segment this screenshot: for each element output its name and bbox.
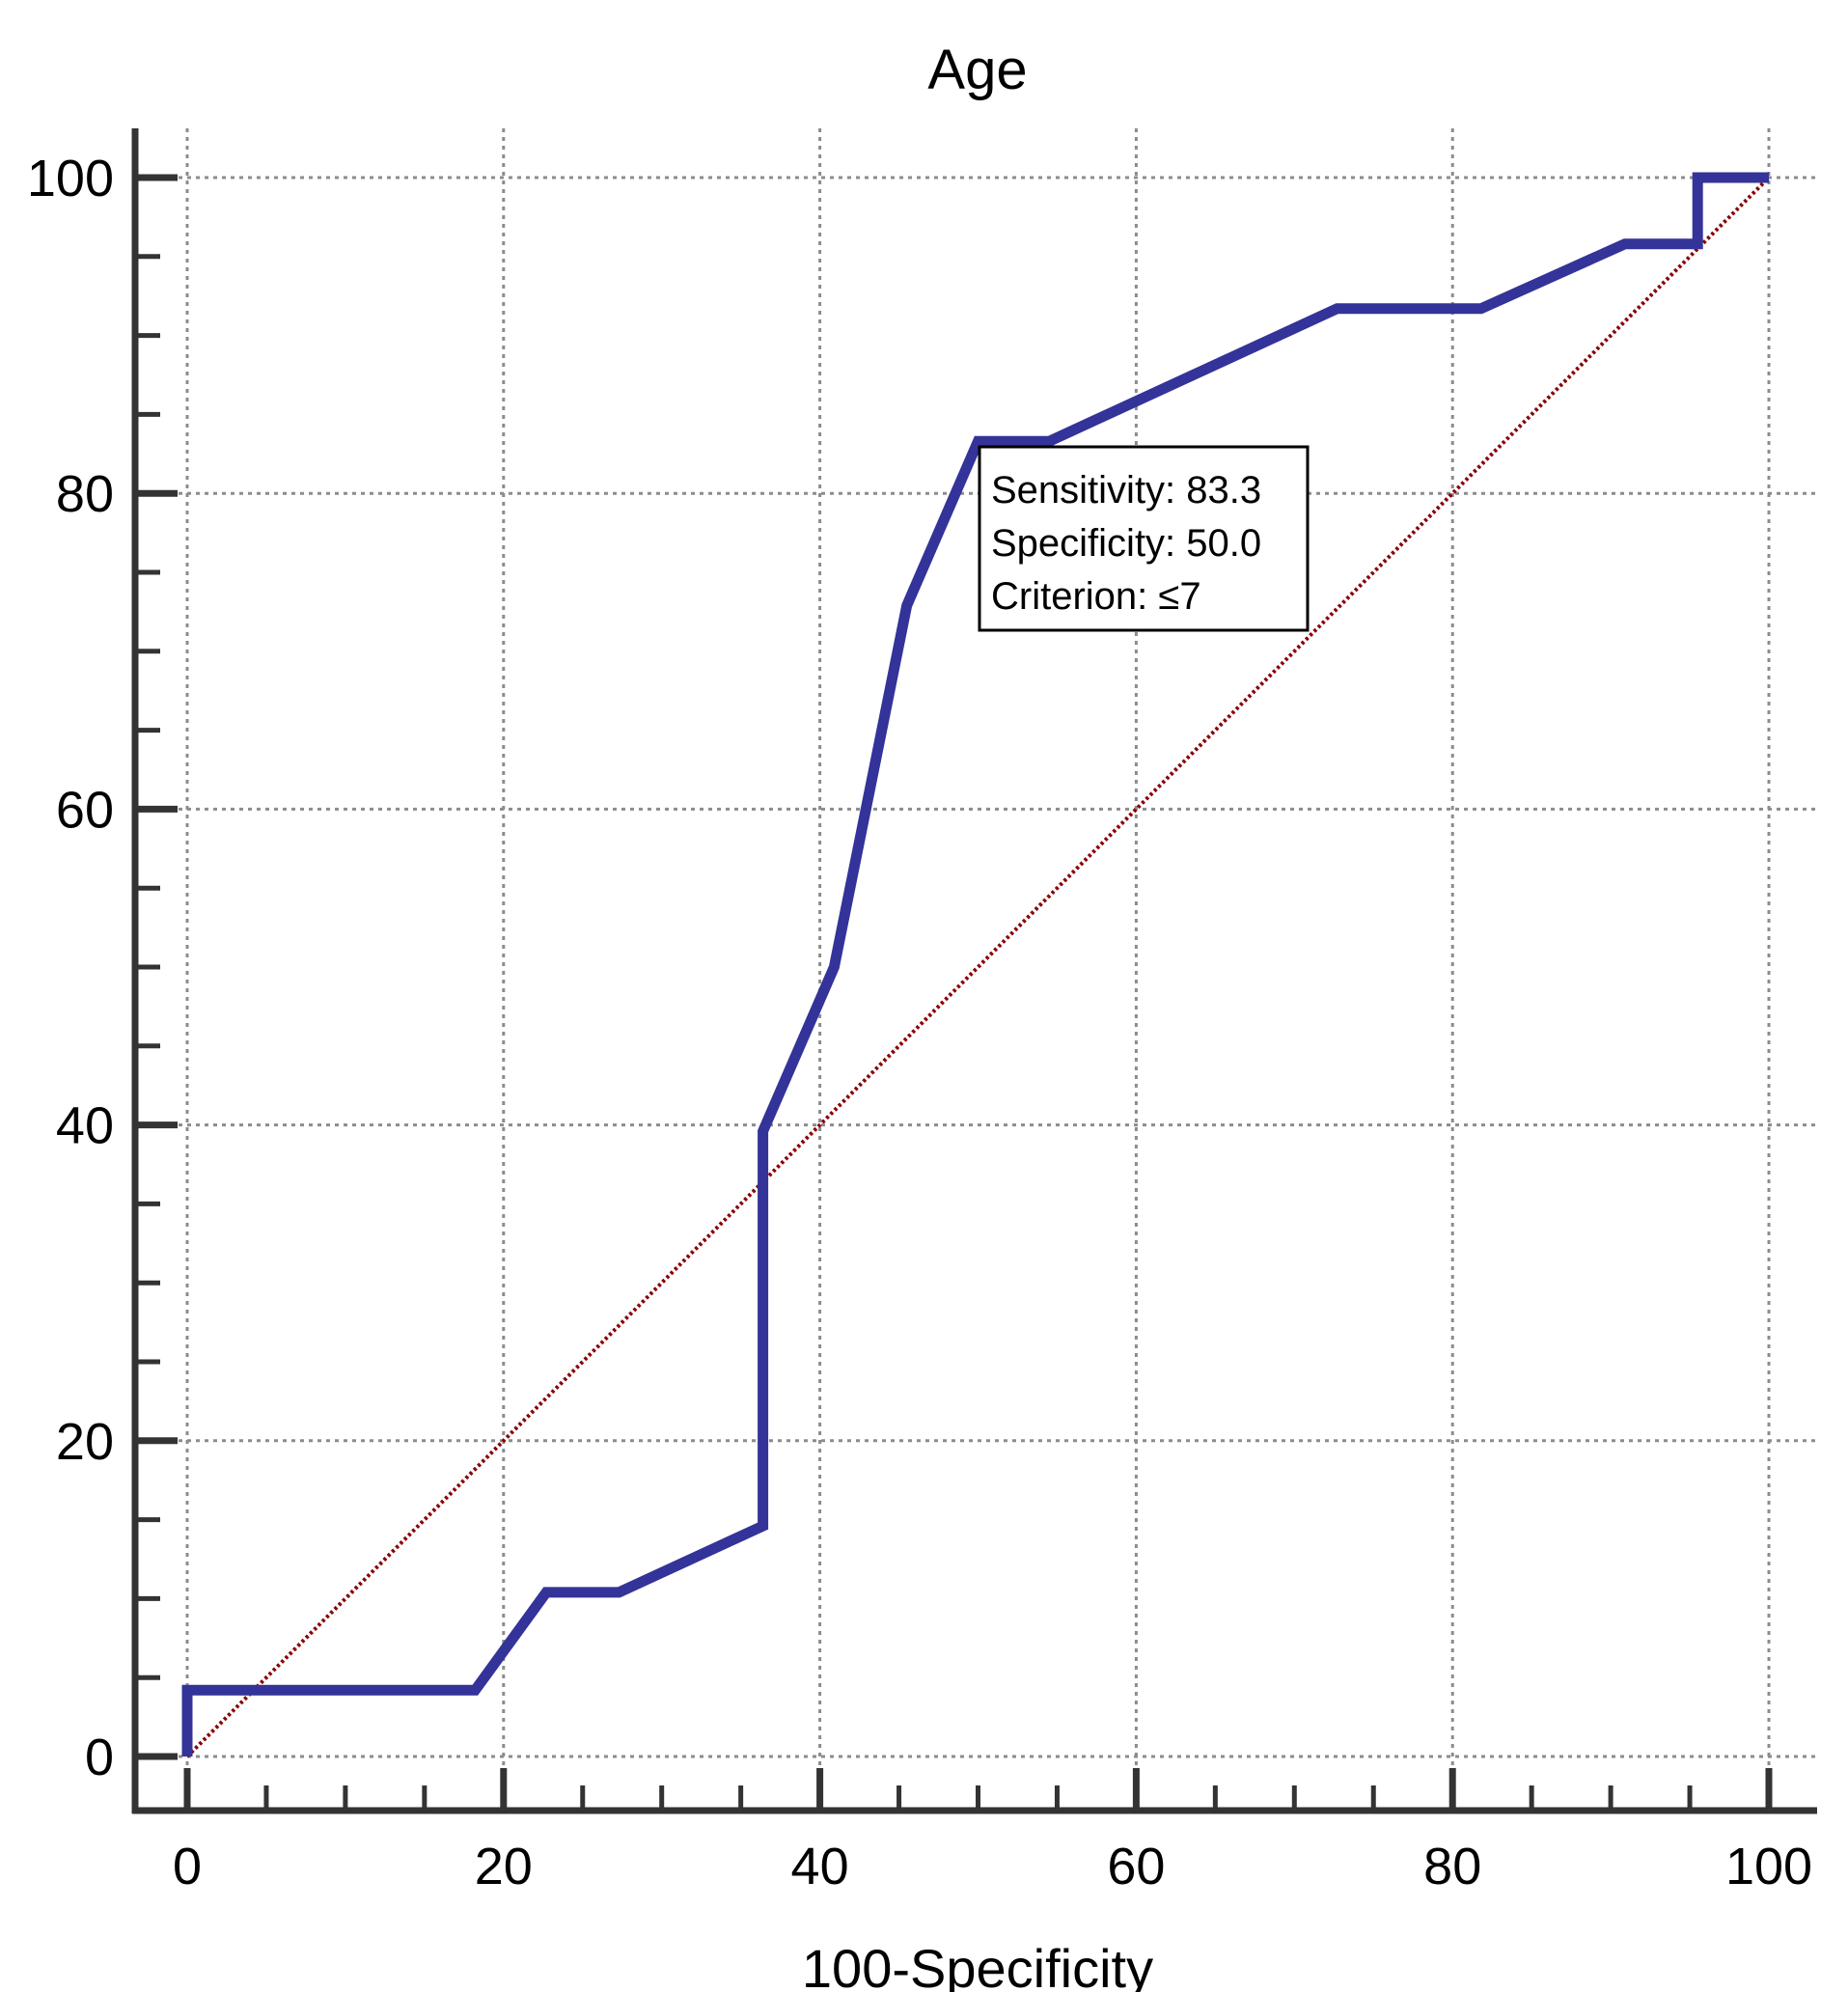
x-tick-label: 0 bbox=[173, 1838, 202, 1895]
x-axis-label: 100-Specificity bbox=[802, 1938, 1153, 1992]
y-tick-label: 20 bbox=[56, 1413, 114, 1471]
y-tick-label: 80 bbox=[56, 465, 114, 523]
annotation-sensitivity: Sensitivity: 83.3 bbox=[991, 469, 1261, 512]
x-tick-labels: 0 20 40 60 80 100 bbox=[173, 1838, 1812, 1895]
reference-diagonal-line bbox=[185, 176, 1771, 1758]
y-tick-label: 60 bbox=[56, 781, 114, 839]
roc-curve-line bbox=[181, 172, 1769, 1757]
annotation-box bbox=[978, 445, 1310, 632]
axes bbox=[131, 128, 1817, 1814]
y-tick-label: 0 bbox=[85, 1729, 114, 1786]
x-tick-label: 20 bbox=[475, 1838, 533, 1895]
y-tick-label: 100 bbox=[27, 150, 114, 208]
annotation-criterion: Criterion: ≤7 bbox=[991, 575, 1201, 618]
reference-line-group bbox=[185, 176, 1771, 1758]
x-tick-label: 80 bbox=[1423, 1838, 1481, 1895]
roc-curve-group bbox=[181, 172, 1769, 1757]
x-tick-label: 40 bbox=[791, 1838, 849, 1895]
chart-title: Age bbox=[927, 39, 1027, 101]
grid-lines bbox=[135, 128, 1817, 1811]
y-tick-label: 40 bbox=[56, 1097, 114, 1155]
annotation-specificity: Specificity: 50.0 bbox=[991, 522, 1261, 565]
x-tick-label: 100 bbox=[1725, 1838, 1812, 1895]
y-tick-labels: 0 20 40 60 80 100 bbox=[27, 150, 114, 1786]
x-tick-label: 60 bbox=[1107, 1838, 1165, 1895]
criterion-annotation: Sensitivity: 83.3 Specificity: 50.0 Crit… bbox=[978, 445, 1310, 632]
